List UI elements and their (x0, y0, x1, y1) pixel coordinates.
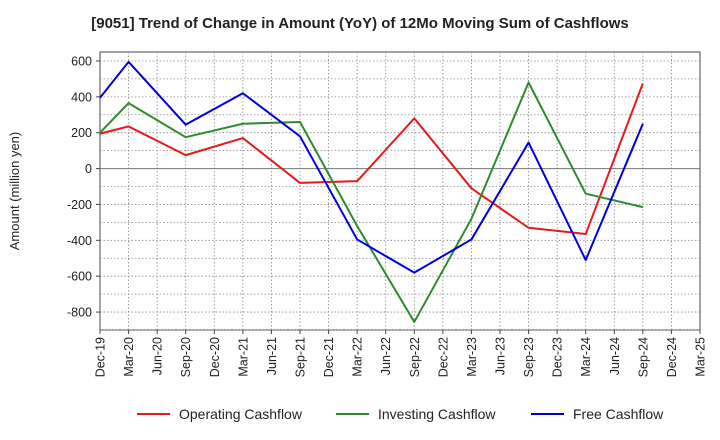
series-lines (99, 60, 644, 323)
y-tick-label: -800 (67, 306, 92, 320)
x-tick-label: Sep-20 (179, 337, 193, 377)
chart-title: [9051] Trend of Change in Amount (YoY) o… (91, 15, 629, 32)
x-tick-label: Dec-23 (551, 337, 565, 377)
legend: Operating Cashflow Investing Cashflow Free… (137, 406, 664, 422)
legend-item-investing-cashflow: Investing Cashflow (336, 406, 496, 422)
x-tick-label: Dec-22 (436, 337, 450, 377)
x-tick-label: Jun-22 (379, 337, 393, 375)
x-tick-label: Mar-25 (694, 337, 708, 377)
x-tick-label: Jun-24 (608, 337, 622, 375)
x-tick-label: Dec-21 (322, 337, 336, 377)
x-axis: Dec-19 Mar-20 Jun-20 Sep-20 Dec-20 Mar-21 Jun-… (94, 330, 708, 377)
x-tick-label: Sep-21 (294, 337, 308, 377)
legend-item-free-cashflow: Free Cashflow (531, 406, 664, 422)
x-tick-label: Mar-20 (122, 337, 136, 377)
x-tick-label: Sep-24 (636, 337, 650, 377)
x-tick-label: Sep-23 (522, 337, 536, 377)
x-tick-label: Sep-22 (408, 337, 422, 377)
x-tick-label: Jun-23 (494, 337, 508, 375)
x-tick-label: Mar-24 (579, 337, 593, 377)
y-tick-label: 200 (71, 126, 92, 140)
legend-label: Investing Cashflow (378, 406, 496, 422)
legend-label: Free Cashflow (573, 406, 664, 422)
y-axis: 600 400 200 0 -200 -400 -600 -800 (67, 54, 100, 320)
y-tick-label: -200 (67, 198, 92, 212)
x-tick-label: Jun-20 (151, 337, 165, 375)
y-tick-label: -400 (67, 234, 92, 248)
y-tick-label: 0 (85, 162, 92, 176)
plot-area (99, 51, 701, 331)
x-tick-label: Mar-23 (465, 337, 479, 377)
grid-lines (100, 52, 700, 331)
plot-frame (99, 51, 701, 331)
x-tick-label: Jun-21 (265, 337, 279, 375)
x-tick-label: Dec-20 (208, 337, 222, 377)
y-tick-label: -600 (67, 270, 92, 284)
y-tick-label: 400 (71, 90, 92, 104)
y-axis-title: Amount (million yen) (7, 132, 22, 251)
x-tick-label: Dec-19 (94, 337, 108, 377)
x-tick-label: Mar-22 (351, 337, 365, 377)
legend-item-operating-cashflow: Operating Cashflow (137, 406, 303, 422)
x-tick-label: Dec-24 (665, 337, 679, 377)
y-tick-label: 600 (71, 54, 92, 68)
legend-label: Operating Cashflow (179, 406, 303, 422)
x-tick-label: Mar-21 (236, 337, 250, 377)
